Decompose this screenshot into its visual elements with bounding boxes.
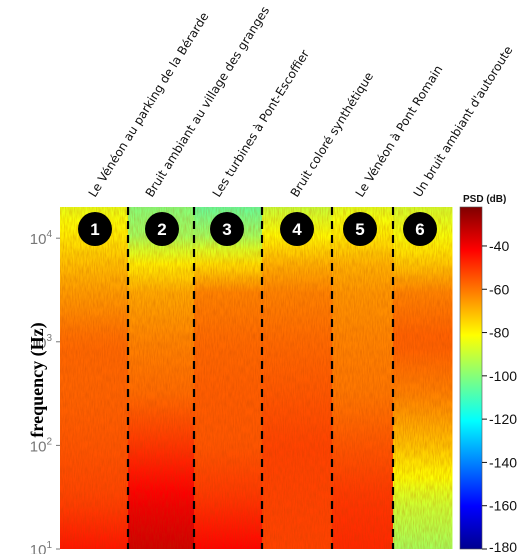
- colorbar: [459, 206, 483, 550]
- y-tick-label: 102: [30, 436, 53, 455]
- y-tick-label: 103: [30, 333, 53, 352]
- colorbar-tick-label: -140: [489, 454, 517, 470]
- segment-badge-5: [343, 212, 377, 246]
- segment-badge-number: 1: [90, 220, 99, 239]
- colorbar-tick-label: -40: [489, 238, 509, 254]
- segment-badge-number: 5: [355, 220, 364, 239]
- colorbar-tick-label: -80: [489, 325, 509, 341]
- colorbar-tick-label: -180: [489, 539, 517, 554]
- y-axis-title: frequency (Hz): [27, 322, 48, 437]
- colorbar-tick-label: -60: [489, 281, 509, 297]
- colorbar-title: PSD (dB): [463, 194, 506, 205]
- segment-label: Un bruit ambiant d'autoroute: [411, 43, 516, 199]
- segment-badge-1: [78, 212, 112, 246]
- segment-badge-2: [145, 212, 179, 246]
- y-tick-label: 104: [30, 229, 53, 248]
- segment-badge-number: 3: [222, 220, 231, 239]
- segment-badge-number: 2: [157, 220, 166, 239]
- segment-badge-6: [403, 212, 437, 246]
- segment-badge-3: [210, 212, 244, 246]
- spectrogram-texture: [60, 207, 452, 549]
- colorbar-tick-label: -120: [489, 411, 517, 427]
- segment-badges: 1 2 3 4 5 6: [78, 212, 437, 246]
- colorbar-tick-label: -160: [489, 498, 517, 514]
- segment-badge-number: 4: [292, 220, 302, 239]
- segment-label: Le Vénéon au parking de la Bérarde: [86, 10, 212, 200]
- y-tick-label: 101: [30, 540, 53, 554]
- y-axis: 104 103 102 101: [30, 229, 60, 554]
- segment-label: Bruit ambiant au village des granges: [143, 4, 273, 200]
- segment-boundaries: [126, 207, 395, 549]
- segment-badge-number: 6: [415, 220, 424, 239]
- colorbar-tick-label: -100: [489, 368, 517, 384]
- segment-badge-4: [280, 212, 314, 246]
- segment-labels: Le Vénéon au parking de la BérardeBruit …: [86, 4, 516, 200]
- colorbar-ticks: -40 -60 -80 -100 -120 -140 -160 -180: [482, 238, 517, 554]
